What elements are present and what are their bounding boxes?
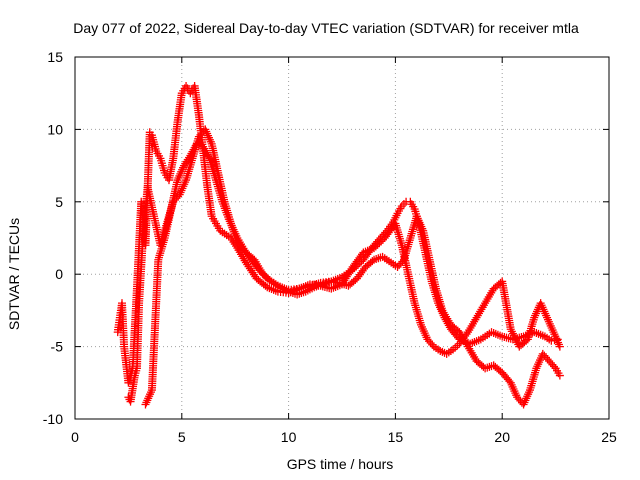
- y-tick-label: 15: [47, 49, 63, 65]
- data-point-interp: [371, 242, 380, 251]
- plot-frame: [74, 56, 610, 420]
- axis-ticks: [74, 56, 610, 420]
- y-axis-title: SDTVAR / TECUs: [6, 218, 22, 330]
- x-tick-labels: 0 5 10 15 20 25: [71, 429, 617, 445]
- x-tick-label: 0: [71, 429, 79, 445]
- x-axis-title: GPS time / hours: [287, 456, 394, 472]
- data-point-interp: [453, 341, 462, 350]
- y-tick-label: -5: [51, 339, 64, 355]
- data-points: [113, 81, 564, 409]
- data-point-interp: [204, 152, 213, 161]
- y-tick-label: 0: [55, 266, 63, 282]
- data-point-interp: [373, 240, 382, 249]
- data-point: [555, 342, 564, 351]
- y-tick-label: 5: [55, 194, 63, 210]
- series-track-a: [113, 81, 562, 387]
- data-point: [555, 371, 564, 380]
- data-point-interp: [375, 239, 384, 248]
- chart-title: Day 077 of 2022, Sidereal Day-to-day VTE…: [73, 20, 579, 36]
- y-tick-label: -10: [43, 411, 63, 427]
- x-tick-label: 10: [281, 429, 297, 445]
- x-tick-label: 15: [388, 429, 404, 445]
- series-track-c: [124, 125, 564, 409]
- y-tick-labels: -10 -5 0 5 10 15: [43, 49, 63, 427]
- data-point-interp: [377, 237, 386, 246]
- plot-border: [74, 56, 610, 420]
- y-tick-label: 10: [47, 121, 63, 137]
- x-tick-label: 25: [601, 429, 617, 445]
- x-tick-label: 20: [494, 429, 510, 445]
- data-point: [370, 244, 379, 253]
- data-point-interp: [549, 362, 558, 371]
- x-tick-label: 5: [178, 429, 186, 445]
